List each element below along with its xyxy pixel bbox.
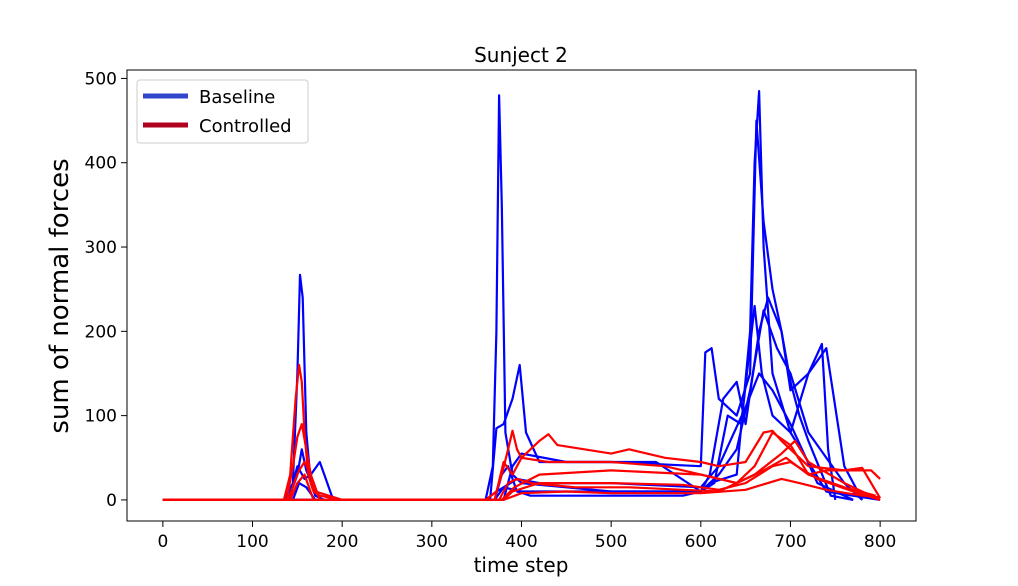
x-tick-label: 800 [864,532,896,552]
series-line-controlled-10 [162,456,876,501]
x-tick-label: 100 [236,532,268,552]
x-tick-label: 500 [595,532,627,552]
y-axis-label: sum of normal forces [45,158,75,433]
y-tick-label: 500 [85,69,117,89]
y-tick-label: 200 [85,322,117,342]
series-line-controlled-7 [162,423,881,501]
series-line-baseline-0 [162,90,881,501]
y-axis: 0 100 200 300 400 500 [85,69,127,511]
x-axis-label: time step [474,553,569,577]
legend-label-controlled: Controlled [199,116,292,137]
y-tick-label: 400 [85,154,117,174]
series-line-baseline-2 [162,304,837,501]
x-tick-label: 0 [157,532,168,552]
x-tick-label: 300 [416,532,448,552]
series-line-baseline-4 [162,309,863,501]
y-tick-label: 300 [85,238,117,258]
series-line-controlled-11 [162,477,881,501]
legend: Baseline Controlled [136,79,309,144]
x-axis: 0 100 200 300 400 500 600 700 800 [157,521,896,552]
series-line-controlled-8 [162,439,872,501]
y-tick-label: 100 [85,407,117,427]
series-line-controlled-6 [162,363,882,501]
plot-background [127,70,916,521]
series-layer [162,90,882,501]
x-tick-label: 200 [326,532,358,552]
legend-label-baseline: Baseline [199,87,275,108]
x-tick-label: 600 [685,532,717,552]
chart-title: Sunject 2 [474,43,568,67]
y-tick-label: 0 [106,491,117,511]
x-tick-label: 400 [505,532,537,552]
x-tick-label: 700 [774,532,806,552]
